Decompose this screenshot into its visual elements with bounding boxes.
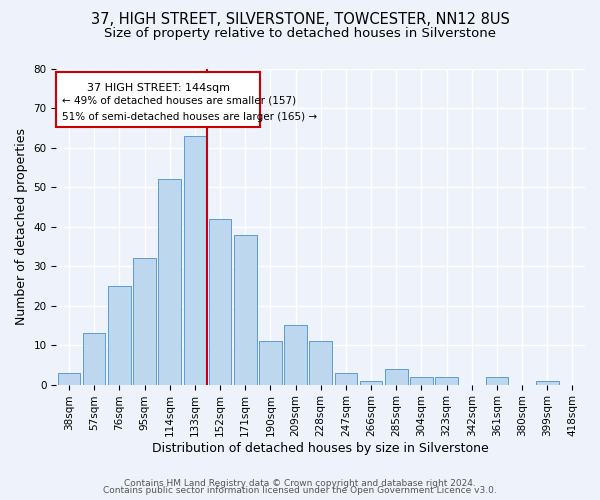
Text: 37, HIGH STREET, SILVERSTONE, TOWCESTER, NN12 8US: 37, HIGH STREET, SILVERSTONE, TOWCESTER,…: [91, 12, 509, 28]
Text: ← 49% of detached houses are smaller (157): ← 49% of detached houses are smaller (15…: [62, 96, 296, 106]
Bar: [58, 373, 80, 384]
Text: Contains public sector information licensed under the Open Government Licence v3: Contains public sector information licen…: [103, 486, 497, 495]
Bar: [259, 341, 281, 384]
Bar: [234, 234, 257, 384]
Bar: [385, 369, 407, 384]
Y-axis label: Number of detached properties: Number of detached properties: [15, 128, 28, 326]
Bar: [83, 334, 106, 384]
FancyBboxPatch shape: [56, 72, 260, 128]
X-axis label: Distribution of detached houses by size in Silverstone: Distribution of detached houses by size …: [152, 442, 489, 455]
Bar: [209, 219, 232, 384]
Bar: [335, 373, 357, 384]
Text: Contains HM Land Registry data © Crown copyright and database right 2024.: Contains HM Land Registry data © Crown c…: [124, 478, 476, 488]
Bar: [536, 380, 559, 384]
Bar: [284, 326, 307, 384]
Bar: [435, 376, 458, 384]
Text: Size of property relative to detached houses in Silverstone: Size of property relative to detached ho…: [104, 28, 496, 40]
Text: 51% of semi-detached houses are larger (165) →: 51% of semi-detached houses are larger (…: [62, 112, 317, 122]
Bar: [158, 180, 181, 384]
Bar: [310, 341, 332, 384]
Bar: [485, 376, 508, 384]
Bar: [133, 258, 156, 384]
Bar: [184, 136, 206, 384]
Bar: [410, 376, 433, 384]
Bar: [108, 286, 131, 384]
Bar: [360, 380, 382, 384]
Text: 37 HIGH STREET: 144sqm: 37 HIGH STREET: 144sqm: [86, 83, 230, 93]
